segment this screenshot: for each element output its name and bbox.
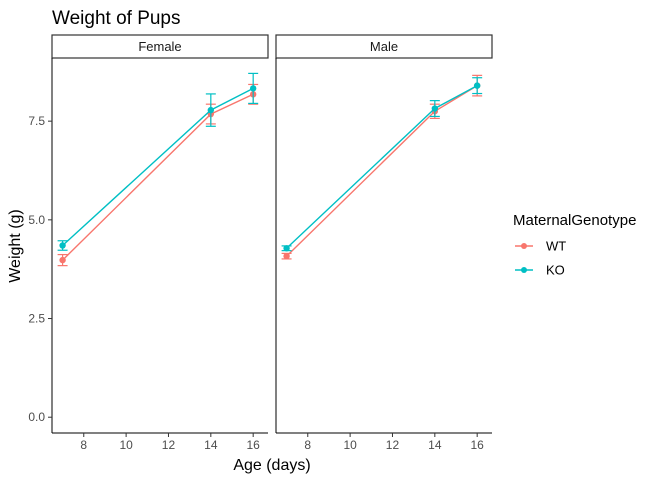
- legend-label: WT: [546, 239, 566, 254]
- series-ko: [281, 77, 483, 252]
- x-tick-label: 12: [162, 438, 176, 452]
- series-wt: [281, 74, 483, 260]
- y-axis-title: Weight (g): [7, 209, 24, 283]
- facet-strip: [275, 34, 493, 59]
- x-tick-label: 10: [343, 438, 357, 452]
- legend: MaternalGenotype WT KO: [513, 212, 636, 278]
- legend-entry-ko: KO: [515, 263, 565, 278]
- series-line: [62, 93, 254, 261]
- series-ko: [57, 72, 259, 251]
- data-point: [207, 106, 215, 114]
- y-tick-label: 0.0: [28, 410, 45, 424]
- series-line: [286, 84, 478, 249]
- x-tick-label: 8: [304, 438, 311, 452]
- data-point: [249, 85, 257, 92]
- x-axis-title: Age (days): [233, 457, 310, 474]
- x-tick-label: 16: [246, 438, 260, 452]
- legend-key-point: [521, 243, 527, 249]
- x-tick-label: 14: [204, 438, 218, 452]
- facet-panel-female: Female 8 10 12 14 16 0.0 2.5 5.0 7.5: [28, 34, 269, 452]
- x-tick-label: 14: [428, 438, 442, 452]
- data-point: [473, 82, 481, 89]
- facet-strip-label: Female: [138, 39, 181, 54]
- legend-key-point: [521, 267, 527, 273]
- facet-panels: Female 8 10 12 14 16 0.0 2.5 5.0 7.5 Male 8 10 12 14 16: [28, 34, 493, 452]
- y-tick-label: 7.5: [28, 114, 45, 128]
- legend-entry-wt: WT: [515, 239, 566, 254]
- series-line: [286, 85, 478, 257]
- facet-strip: [51, 34, 269, 59]
- legend-title: MaternalGenotype: [513, 212, 636, 229]
- y-tick-label: 5.0: [28, 213, 45, 227]
- facet-panel-male: Male 8 10 12 14 16: [275, 34, 493, 452]
- x-tick-label: 8: [80, 438, 87, 452]
- data-point: [283, 252, 290, 260]
- data-point: [59, 242, 66, 249]
- facet-strip-label: Male: [370, 39, 398, 54]
- chart-title: Weight of Pups: [52, 8, 181, 29]
- data-point: [283, 245, 290, 252]
- x-tick-label: 16: [470, 438, 484, 452]
- data-point: [431, 105, 439, 112]
- y-tick-label: 2.5: [28, 312, 45, 326]
- legend-label: KO: [546, 263, 565, 278]
- series-wt: [57, 83, 259, 267]
- x-tick-label: 12: [386, 438, 400, 452]
- x-tick-label: 10: [119, 438, 133, 452]
- data-point: [59, 256, 66, 264]
